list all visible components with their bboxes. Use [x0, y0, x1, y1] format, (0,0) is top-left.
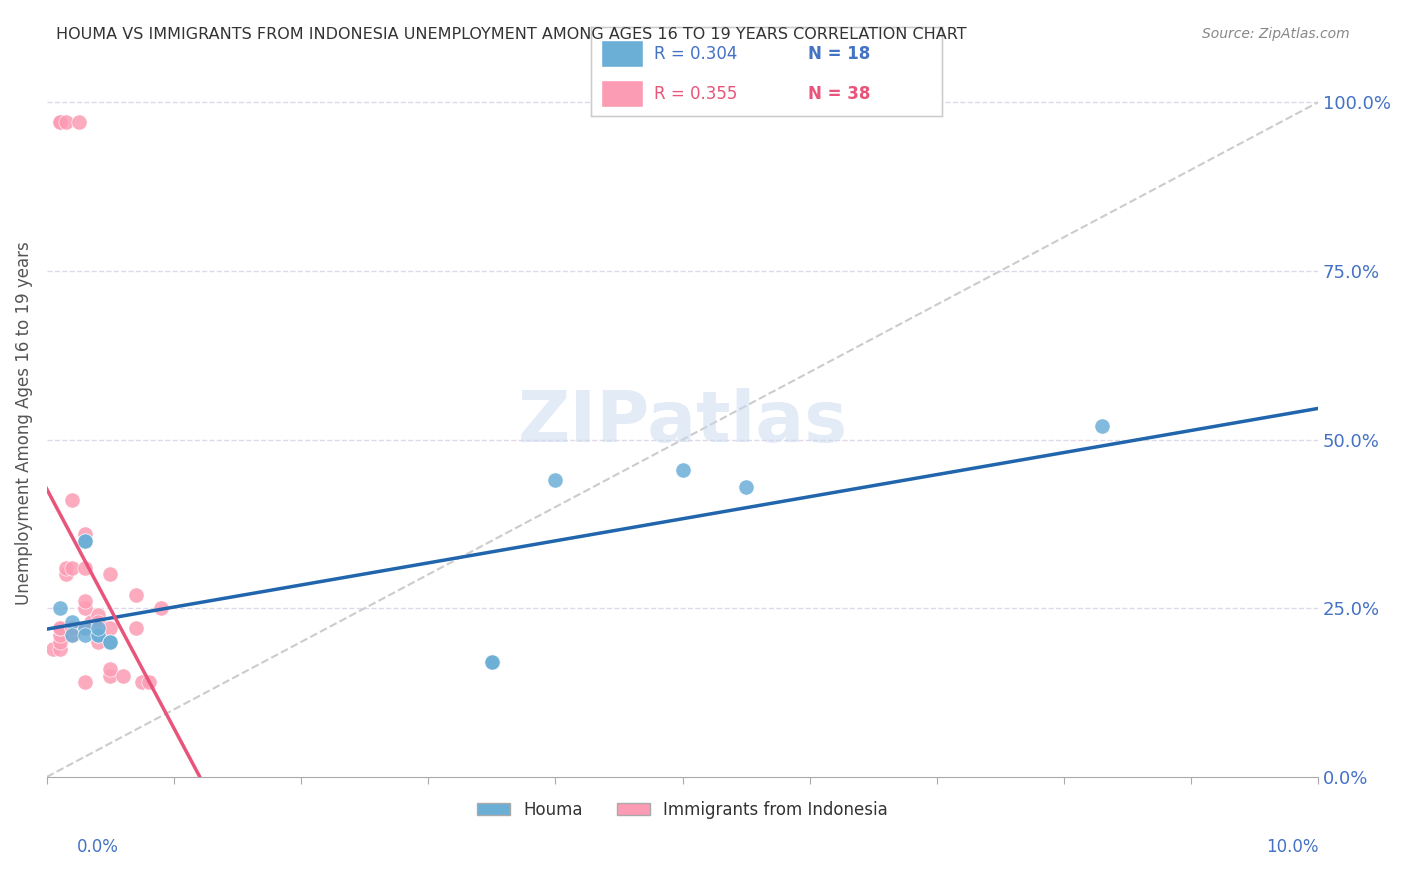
Point — [100, 662, 122, 676]
Point — [48, 115, 70, 129]
Point — [73, 533, 96, 548]
Point — [48, 622, 70, 636]
Text: R = 0.304: R = 0.304 — [654, 45, 737, 62]
Point — [125, 588, 148, 602]
Point — [87, 628, 110, 642]
Point — [1091, 419, 1114, 434]
Point — [60, 560, 83, 574]
Point — [48, 628, 70, 642]
Point — [100, 635, 122, 649]
Point — [60, 615, 83, 629]
Point — [73, 622, 96, 636]
FancyBboxPatch shape — [602, 40, 644, 67]
Point — [60, 628, 83, 642]
Point — [73, 622, 96, 636]
Point — [100, 635, 122, 649]
Point — [55, 560, 77, 574]
Point — [48, 115, 70, 129]
Point — [73, 675, 96, 690]
Point — [100, 567, 122, 582]
Y-axis label: Unemployment Among Ages 16 to 19 years: Unemployment Among Ages 16 to 19 years — [15, 241, 32, 605]
Point — [73, 601, 96, 615]
Point — [87, 615, 110, 629]
Point — [73, 533, 96, 548]
Point — [80, 615, 103, 629]
Point — [481, 655, 503, 669]
Text: N = 18: N = 18 — [808, 45, 870, 62]
Point — [60, 622, 83, 636]
Point — [48, 622, 70, 636]
Point — [42, 641, 65, 656]
Point — [87, 607, 110, 622]
Point — [55, 567, 77, 582]
Point — [112, 668, 135, 682]
Text: 0.0%: 0.0% — [77, 838, 120, 855]
Point — [87, 635, 110, 649]
Point — [60, 493, 83, 508]
Text: ZIPatlas: ZIPatlas — [517, 388, 848, 458]
Point — [48, 641, 70, 656]
Point — [150, 601, 173, 615]
Point — [87, 622, 110, 636]
Point — [481, 655, 503, 669]
Point — [73, 628, 96, 642]
Point — [73, 560, 96, 574]
Point — [73, 527, 96, 541]
Point — [73, 594, 96, 608]
Point — [48, 635, 70, 649]
Point — [100, 668, 122, 682]
Text: 10.0%: 10.0% — [1267, 838, 1319, 855]
Point — [60, 622, 83, 636]
Point — [67, 115, 90, 129]
Point — [100, 622, 122, 636]
FancyBboxPatch shape — [602, 80, 644, 107]
Text: R = 0.355: R = 0.355 — [654, 85, 737, 103]
Point — [735, 480, 758, 494]
Point — [55, 115, 77, 129]
Legend: Houma, Immigrants from Indonesia: Houma, Immigrants from Indonesia — [471, 794, 894, 825]
Point — [125, 622, 148, 636]
Point — [60, 628, 83, 642]
Text: HOUMA VS IMMIGRANTS FROM INDONESIA UNEMPLOYMENT AMONG AGES 16 TO 19 YEARS CORREL: HOUMA VS IMMIGRANTS FROM INDONESIA UNEMP… — [56, 27, 967, 42]
Text: Source: ZipAtlas.com: Source: ZipAtlas.com — [1202, 27, 1350, 41]
Point — [87, 628, 110, 642]
Point — [544, 473, 567, 487]
Point — [131, 675, 153, 690]
Point — [48, 601, 70, 615]
Text: N = 38: N = 38 — [808, 85, 870, 103]
Point — [138, 675, 160, 690]
Point — [73, 622, 96, 636]
Point — [671, 463, 693, 477]
